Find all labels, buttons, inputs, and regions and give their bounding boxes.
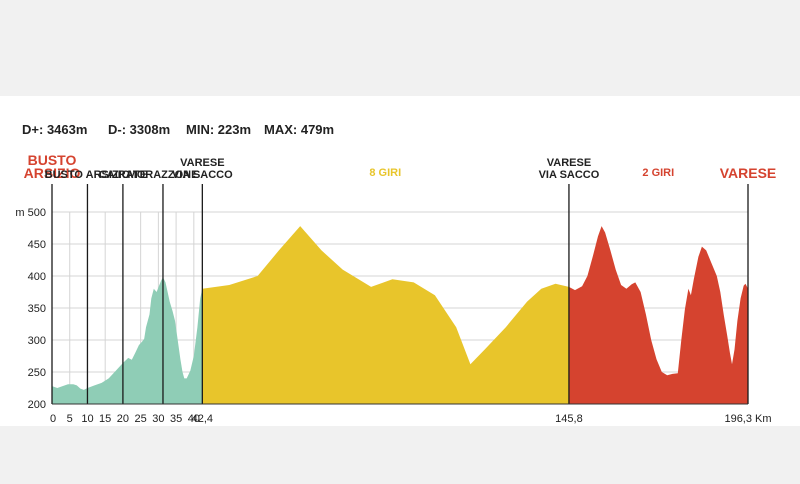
location-label: ARSIZIO [24,165,81,181]
laps-label: 2 GIRI [642,167,674,179]
location-label: VARESE [720,165,777,181]
y-tick-label: 200 [28,399,46,411]
stat-max: MAX: 479m [264,122,334,137]
x-tick-label: 0 [50,413,56,425]
location-label: VARESE [180,157,224,169]
location-label: MORAZZONE [128,169,199,181]
stat-d-minus: D-: 3308m [108,122,170,137]
x-tick-label: 10 [81,413,93,425]
x-tick-label: 30 [152,413,164,425]
stat-d-plus: D+: 3463m [22,122,87,137]
y-tick-label: 300 [28,335,46,347]
elevation-segment-2 [568,226,748,404]
laps-label: 8 GIRI [369,167,401,179]
y-tick-label: 350 [28,303,46,315]
x-tick-label: 42,4 [192,413,213,425]
location-label: CAIRATE [99,169,147,181]
location-label: BUSTO ARSIZIO [45,169,131,181]
x-tick-label: 35 [170,413,182,425]
y-tick-label: 400 [28,271,46,283]
elevation-segment-0 [52,277,203,404]
x-tick-label: 25 [135,413,147,425]
elevation-segment-1 [202,226,569,404]
stat-min: MIN: 223m [186,122,251,137]
x-tick-label: 196,3 Km [724,413,771,425]
x-tick-label: 145,8 [555,413,583,425]
x-tick-label: 20 [117,413,129,425]
location-label: BUSTO [28,152,77,168]
elevation-profile-card: D+: 3463m D-: 3308m MIN: 223m MAX: 479m … [0,96,800,426]
y-tick-label: 450 [28,239,46,251]
elevation-areas [52,226,748,404]
y-tick-label: 250 [28,367,46,379]
location-label: VARESE [547,157,591,169]
y-tick-label: m 500 [15,207,46,219]
location-markers [51,184,749,404]
x-tick-label: 40 [188,413,200,425]
stats-row: D+: 3463m D-: 3308m MIN: 223m MAX: 479m [22,122,334,137]
x-tick-label: 5 [67,413,73,425]
elevation-chart: D+: 3463m D-: 3308m MIN: 223m MAX: 479m … [15,122,777,425]
location-label: VIA SACCO [172,169,233,181]
location-label: VIA SACCO [539,169,600,181]
x-tick-label: 15 [99,413,111,425]
axes: 200 250 300 350 400 450 m 500 0 5 10 15 20 25 30 35 404… [15,207,771,425]
